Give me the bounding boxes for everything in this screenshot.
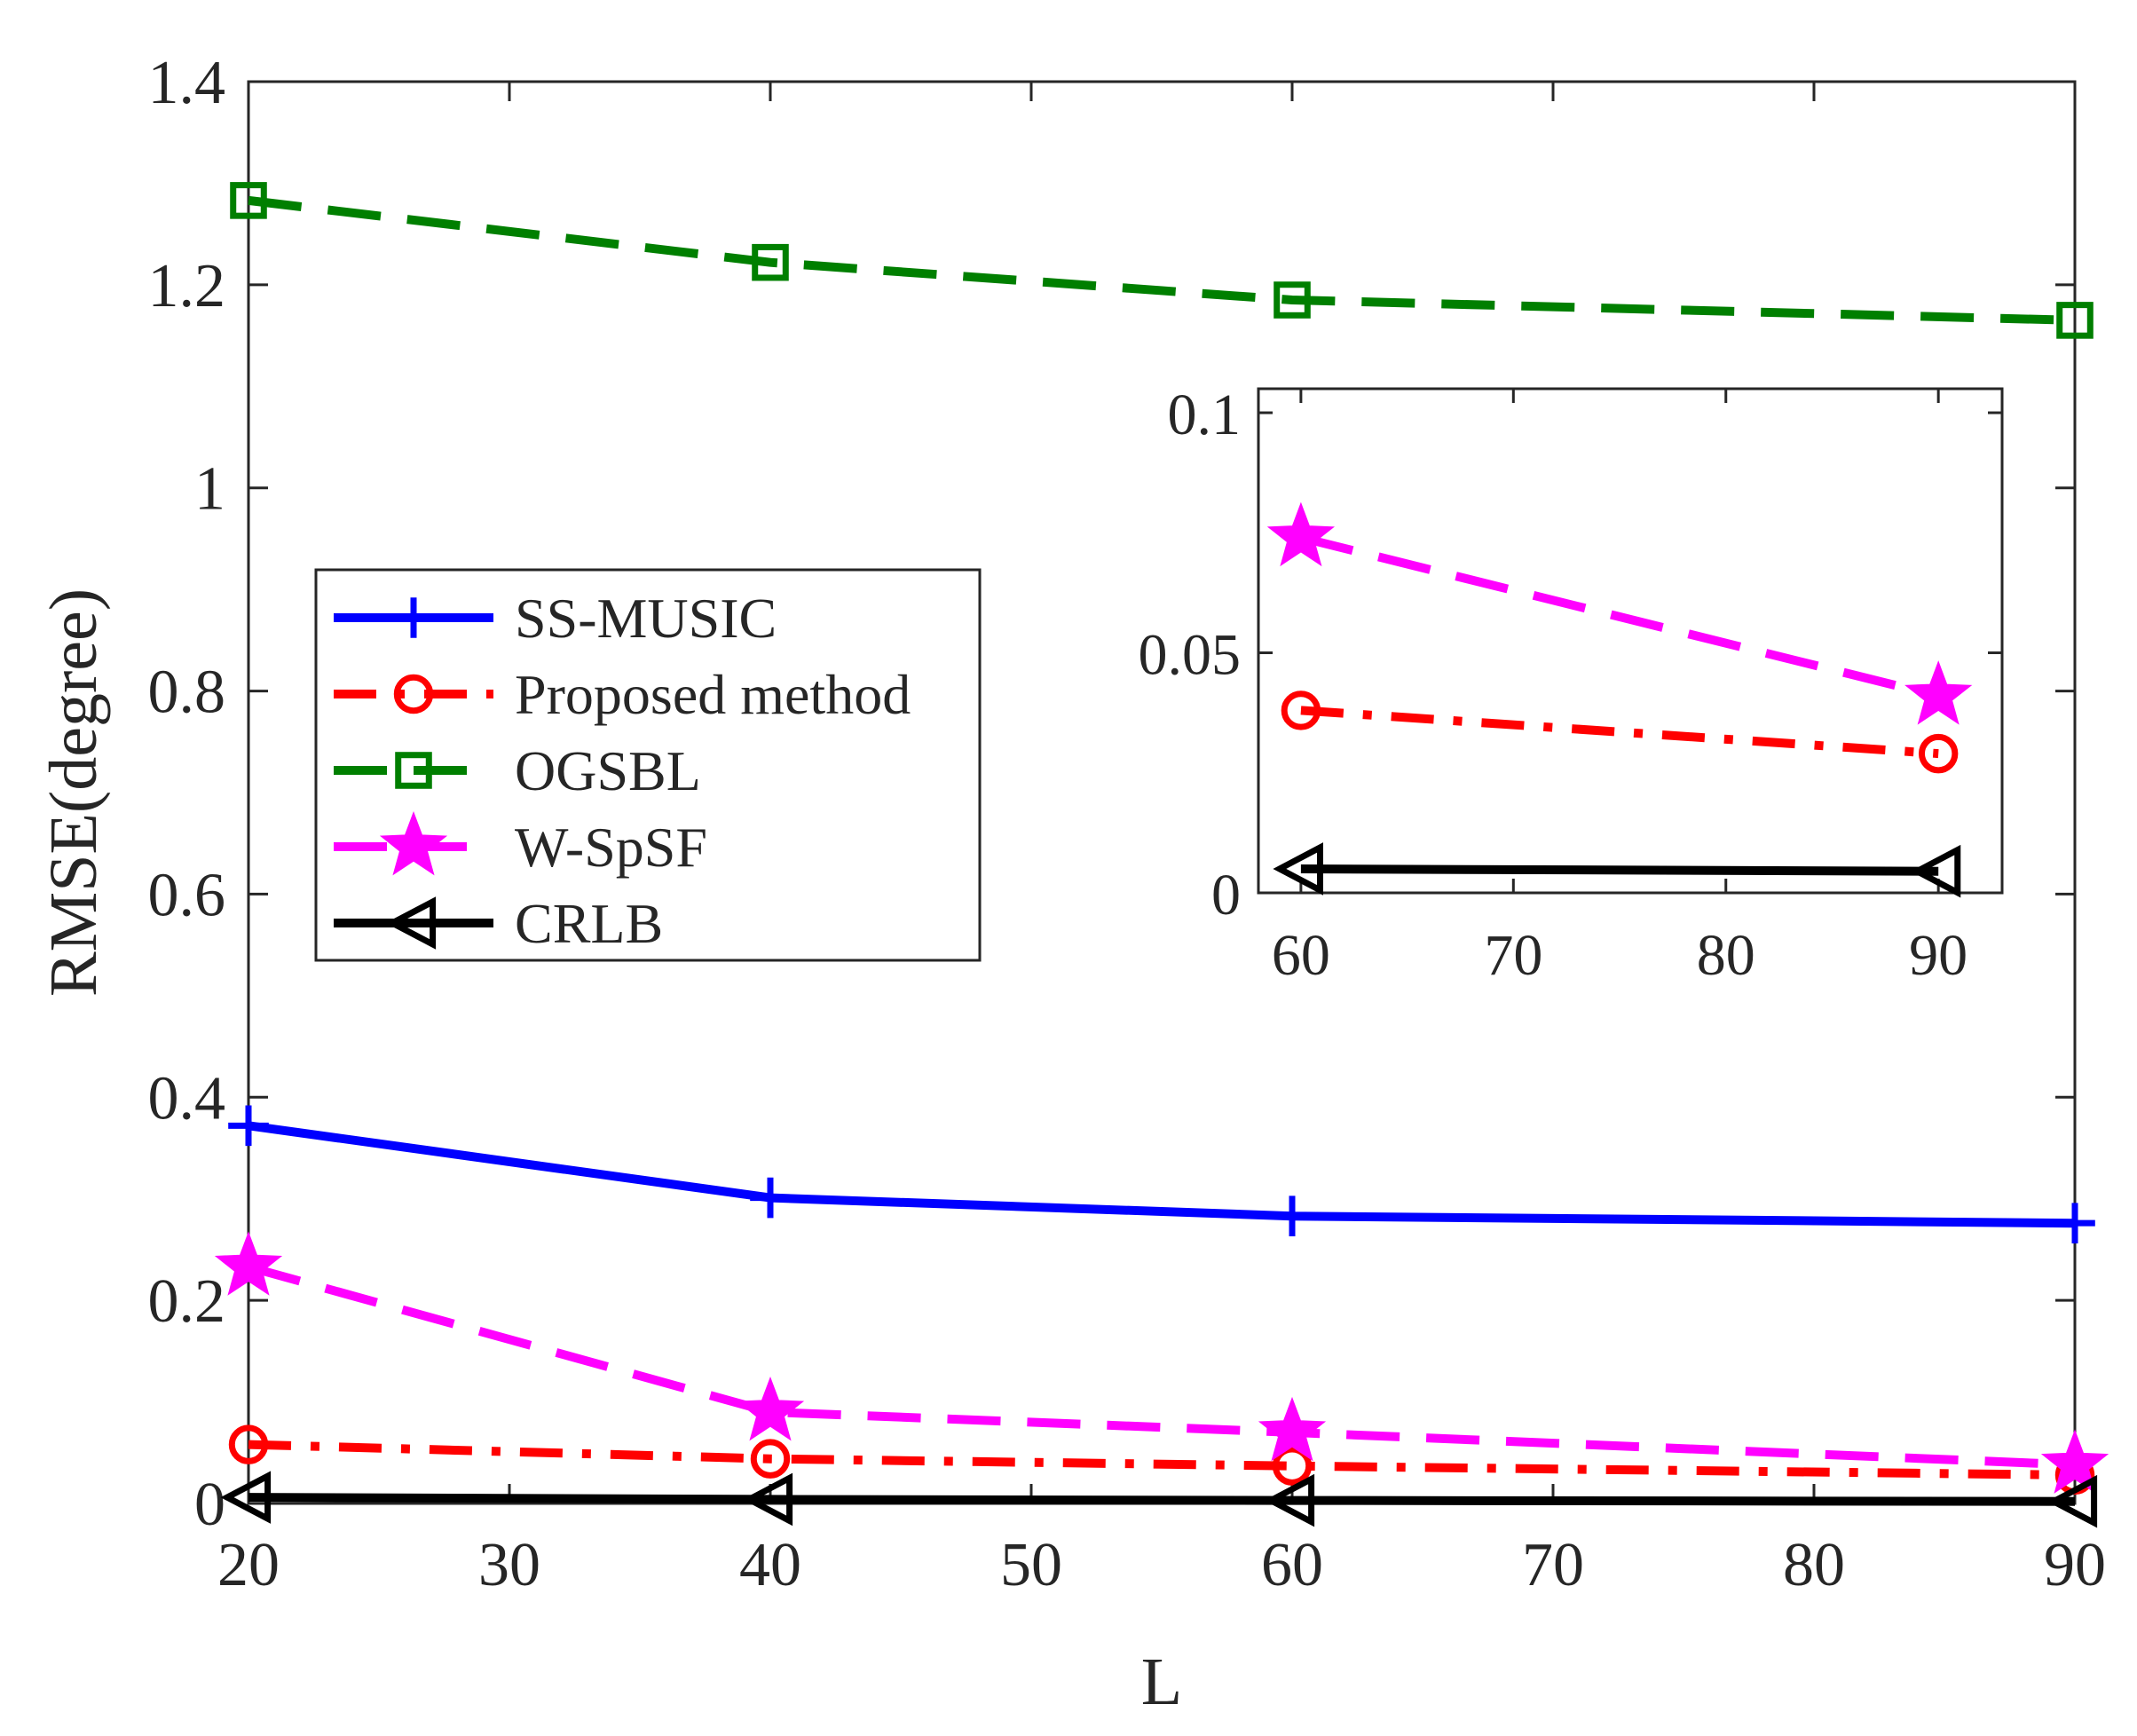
main-marker-ss-music: [228, 1105, 269, 1147]
main-y-tick-label: 1: [194, 455, 225, 524]
inset-x-tick-label: 70: [1484, 923, 1542, 988]
main-line-crlb: [248, 1493, 2076, 1506]
legend-entry-w-spsf: W-SpSF: [334, 810, 707, 879]
inset-x-axis-ticks: 60 70 80 90: [1272, 389, 1967, 988]
main-x-tick-label: 90: [2044, 1531, 2106, 1599]
legend-entry-proposed-method: Proposed method: [334, 663, 911, 726]
main-marker-proposed-method: [750, 1439, 791, 1479]
main-x-tick-label: 30: [478, 1531, 540, 1599]
legend-marker-crlb: [385, 896, 437, 950]
inset-series-w-spsf: [1266, 501, 1973, 725]
main-x-tick-label: 40: [739, 1531, 801, 1599]
main-marker-proposed-method: [228, 1424, 269, 1464]
x-axis-title: L: [1141, 1645, 1182, 1719]
main-series: [214, 182, 2109, 1528]
inset-y-tick-label: 0.05: [1139, 623, 1242, 688]
inset-plot: 60 70 80 90 0 0.05 0.1: [1139, 383, 2004, 988]
main-y-tick-label: 1.2: [148, 252, 226, 320]
main-marker-ogsbl: [2056, 302, 2094, 339]
inset-series-proposed-method: [1281, 690, 1959, 774]
inset-y-axis-ticks: 0 0.05 0.1: [1139, 383, 2002, 927]
main-x-tick-label: 20: [217, 1531, 280, 1599]
main-series-ss-music: [228, 1105, 2095, 1243]
main-marker-ogsbl: [752, 243, 789, 281]
main-marker-ogsbl: [1274, 281, 1311, 319]
legend-marker-ogsbl: [395, 752, 432, 789]
main-marker-crlb: [1264, 1473, 1315, 1527]
inset-x-tick-label: 80: [1697, 923, 1755, 988]
main-marker-w-spsf: [214, 1231, 283, 1296]
legend-label-ss-music: SS-MUSIC: [515, 587, 777, 650]
legend-entry-ogsbl: OGSBL: [334, 739, 701, 802]
main-line-ogsbl: [248, 195, 2076, 325]
legend-entry-crlb: CRLB: [334, 892, 663, 955]
inset-y-tick-label: 0: [1211, 863, 1241, 927]
inset-marker-proposed-method: [1281, 690, 1321, 730]
legend-marker-ss-music: [393, 597, 434, 638]
legend-label-crlb: CRLB: [515, 892, 663, 955]
main-x-tick-label: 70: [1522, 1531, 1584, 1599]
inset-marker-proposed-method: [1918, 733, 1959, 774]
main-y-tick-label: 0.8: [148, 659, 226, 727]
main-series-crlb: [220, 1471, 2098, 1528]
inset-line-proposed-method: [1300, 706, 1939, 759]
main-marker-proposed-method: [1272, 1446, 1313, 1486]
inset-y-tick-label: 0.1: [1168, 383, 1242, 447]
main-series-w-spsf: [214, 1231, 2109, 1494]
inset-x-tick-label: 60: [1272, 923, 1330, 988]
inset-series: [1266, 501, 1973, 898]
main-line-ss-music: [248, 1121, 2076, 1228]
main-marker-w-spsf: [736, 1376, 805, 1441]
main-x-axis-ticks: 20 30 40 50 60 70 80 90: [217, 82, 2106, 1599]
main-marker-crlb: [742, 1472, 793, 1527]
main-marker-crlb: [220, 1471, 272, 1524]
main-marker-ss-music: [1272, 1195, 1313, 1236]
inset-marker-crlb: [1273, 842, 1323, 896]
legend-marker-proposed-method: [393, 674, 434, 714]
inset-marker-w-spsf: [1904, 660, 1973, 725]
legend-label-ogsbl: OGSBL: [515, 739, 701, 802]
legend-marker-w-spsf: [379, 810, 448, 876]
inset-line-w-spsf: [1299, 533, 1940, 701]
main-marker-ss-music: [750, 1177, 791, 1219]
legend-entry-ss-music: SS-MUSIC: [334, 587, 777, 650]
main-line-w-spsf: [247, 1262, 2076, 1470]
main-y-tick-label: 0.2: [148, 1267, 226, 1336]
inset-marker-crlb: [1910, 844, 1961, 898]
inset-marker-w-spsf: [1266, 501, 1336, 567]
legend-label-w-spsf: W-SpSF: [515, 816, 707, 879]
main-x-tick-label: 80: [1783, 1531, 1845, 1599]
inset-series-crlb: [1273, 842, 1961, 898]
main-marker-w-spsf: [1258, 1396, 1327, 1462]
main-y-tick-label: 1.4: [148, 49, 226, 117]
main-series-ogsbl: [230, 182, 2094, 339]
main-x-tick-label: 60: [1261, 1531, 1323, 1599]
main-y-tick-label: 0: [194, 1471, 225, 1539]
main-marker-ogsbl: [230, 182, 267, 219]
main-marker-ss-music: [2054, 1203, 2095, 1243]
y-axis-title: RMSE(degree): [36, 588, 111, 997]
main-y-axis-ticks: 0 0.2 0.4 0.6 0.8 1 1.2 1.4: [148, 49, 2075, 1539]
main-marker-crlb: [2046, 1474, 2098, 1528]
main-y-tick-label: 0.6: [148, 861, 226, 929]
main-x-tick-label: 50: [1000, 1531, 1062, 1599]
legend: SS-MUSIC Proposed method OGSBL W-SpSF CRLB: [314, 568, 982, 962]
legend-entries: SS-MUSIC Proposed method OGSBL W-SpSF CRLB: [334, 587, 911, 955]
main-y-tick-label: 0.4: [148, 1064, 226, 1132]
inset-line-crlb: [1300, 864, 1939, 876]
main-marker-w-spsf: [2040, 1429, 2109, 1494]
inset-plot-frame: [1257, 387, 2004, 895]
inset-x-tick-label: 90: [1909, 923, 1967, 988]
legend-label-proposed-method: Proposed method: [515, 663, 911, 726]
